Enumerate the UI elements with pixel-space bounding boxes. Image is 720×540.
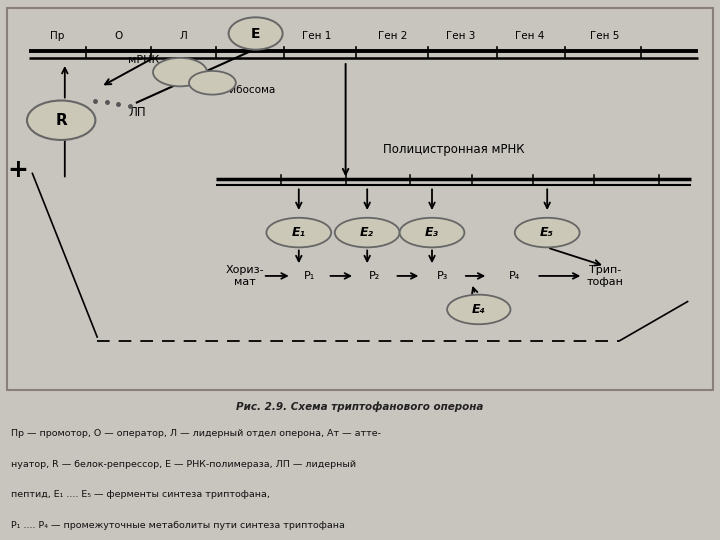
Ellipse shape [229,17,283,50]
Text: Ген 1: Ген 1 [302,31,331,42]
Ellipse shape [335,218,400,247]
Text: Л: Л [180,31,187,42]
Text: E₄: E₄ [472,303,486,316]
Text: Пр — промотор, O — оператор, Л — лидерный отдел оперона, Ат — атте-: Пр — промотор, O — оператор, Л — лидерны… [11,429,381,438]
Text: O: O [114,31,123,42]
Text: E₃: E₃ [425,226,439,239]
Text: мРНК: мРНК [128,55,160,65]
Text: Рис. 2.9. Схема триптофанового оперона: Рис. 2.9. Схема триптофанового оперона [236,402,484,412]
Text: Ген 2: Ген 2 [378,31,407,42]
Text: ЛП: ЛП [128,106,145,119]
Ellipse shape [266,218,331,247]
Ellipse shape [27,100,95,140]
Text: P₄: P₄ [509,271,521,281]
Text: Рибосома: Рибосома [223,85,276,94]
Text: P₂: P₂ [369,271,380,281]
Ellipse shape [515,218,580,247]
Text: E: E [251,26,261,40]
Text: P₃: P₃ [437,271,449,281]
Text: E₁: E₁ [292,226,306,239]
Ellipse shape [447,295,510,324]
Text: Полицистронная мРНК: Полицистронная мРНК [383,143,524,156]
Text: Ген 4: Ген 4 [515,31,544,42]
Text: нуатор, R — белок-репрессор, E — РНК-полимераза, ЛП — лидерный: нуатор, R — белок-репрессор, E — РНК-пол… [11,460,356,469]
Ellipse shape [153,58,207,86]
Text: Пр: Пр [50,31,65,42]
Text: Ген 5: Ген 5 [590,31,619,42]
Text: E₅: E₅ [540,226,554,239]
Text: пептид, E₁ .... E₅ — ферменты синтеза триптофана,: пептид, E₁ .... E₅ — ферменты синтеза тр… [11,490,270,500]
Text: +: + [8,158,28,181]
Ellipse shape [400,218,464,247]
Ellipse shape [189,71,236,94]
Text: R: R [55,113,67,128]
Text: Хориз-
мат: Хориз- мат [225,265,264,287]
Text: Ат: Ат [242,31,255,42]
Text: Трип-
тофан: Трип- тофан [586,265,624,287]
Text: E₂: E₂ [360,226,374,239]
Text: P₁ .... P₄ — промежуточные метаболиты пути синтеза триптофана: P₁ .... P₄ — промежуточные метаболиты пу… [11,521,345,530]
Text: P₁: P₁ [304,271,315,281]
Text: Ген 3: Ген 3 [446,31,475,42]
